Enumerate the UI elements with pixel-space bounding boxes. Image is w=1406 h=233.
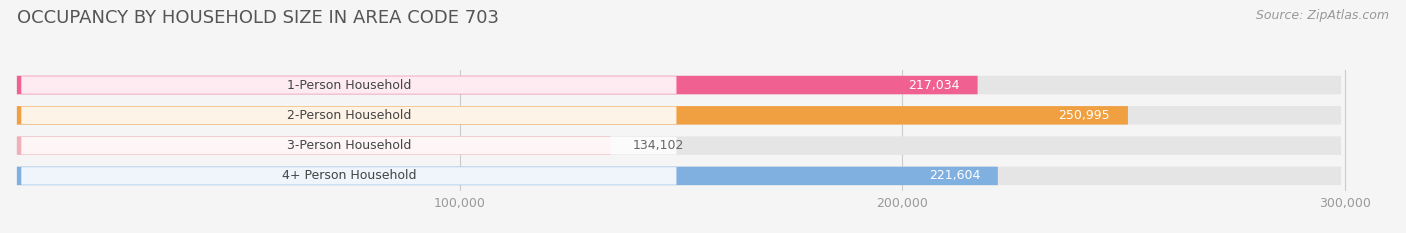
FancyBboxPatch shape xyxy=(17,167,1341,185)
FancyBboxPatch shape xyxy=(21,76,676,94)
FancyBboxPatch shape xyxy=(17,106,1128,125)
FancyBboxPatch shape xyxy=(21,137,676,154)
Text: 1-Person Household: 1-Person Household xyxy=(287,79,411,92)
Text: 250,995: 250,995 xyxy=(1059,109,1111,122)
Text: 217,034: 217,034 xyxy=(908,79,960,92)
FancyBboxPatch shape xyxy=(17,136,610,155)
Text: 3-Person Household: 3-Person Household xyxy=(287,139,411,152)
FancyBboxPatch shape xyxy=(21,167,676,185)
Text: 2-Person Household: 2-Person Household xyxy=(287,109,411,122)
Text: OCCUPANCY BY HOUSEHOLD SIZE IN AREA CODE 703: OCCUPANCY BY HOUSEHOLD SIZE IN AREA CODE… xyxy=(17,9,499,27)
Text: Source: ZipAtlas.com: Source: ZipAtlas.com xyxy=(1256,9,1389,22)
Text: 134,102: 134,102 xyxy=(633,139,683,152)
FancyBboxPatch shape xyxy=(17,167,998,185)
Text: 221,604: 221,604 xyxy=(929,169,980,182)
FancyBboxPatch shape xyxy=(21,106,676,124)
Text: 4+ Person Household: 4+ Person Household xyxy=(281,169,416,182)
FancyBboxPatch shape xyxy=(17,76,977,94)
FancyBboxPatch shape xyxy=(17,136,1341,155)
FancyBboxPatch shape xyxy=(17,76,1341,94)
FancyBboxPatch shape xyxy=(17,106,1341,125)
